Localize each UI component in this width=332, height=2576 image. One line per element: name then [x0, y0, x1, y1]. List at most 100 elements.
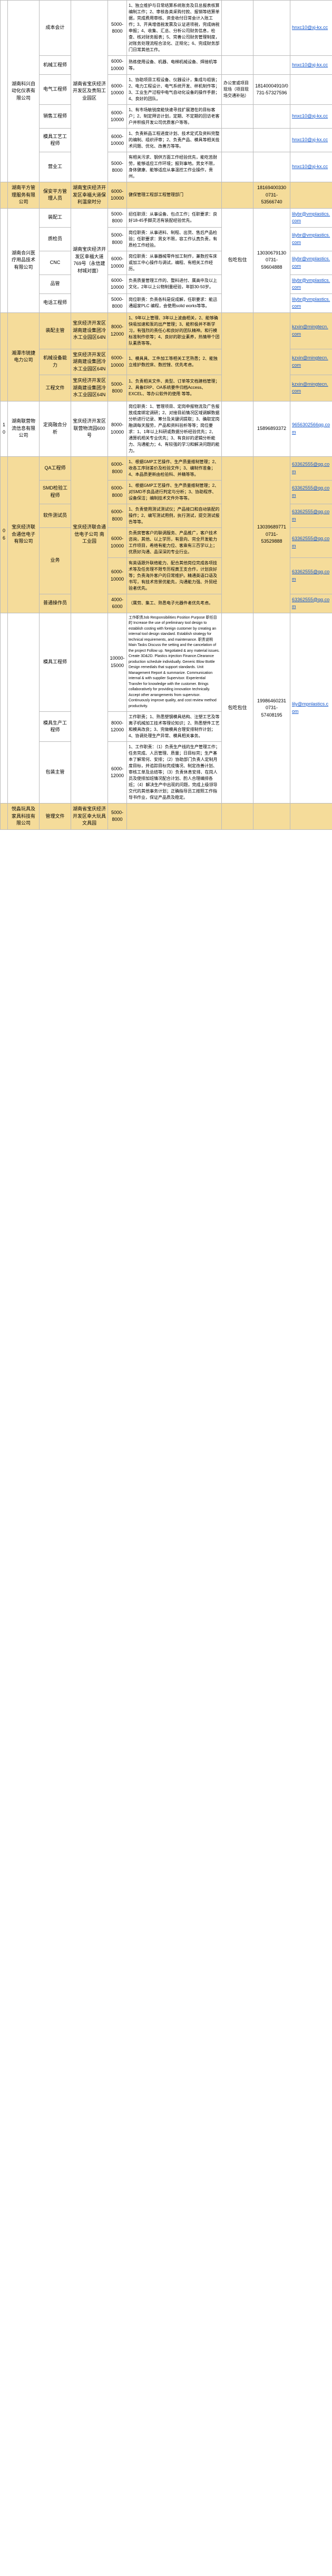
pos-1-4: 模具工艺工程师	[40, 129, 71, 152]
phone-1-0	[253, 1, 290, 56]
pos-8: 包装主管	[40, 742, 71, 804]
pos-3-3: 品管	[40, 275, 71, 293]
sal-4-0: 8000-12000	[108, 312, 127, 349]
sal-6-3: 6000-10000	[108, 527, 127, 557]
sal-2: 6000-10000	[108, 182, 127, 209]
pos-1-5: 营业工	[40, 152, 71, 182]
sal-6-2: 6000-8000	[108, 504, 127, 527]
company-9-block: 悦淼玩具及家具科技有限公司 管理文件 湖南省宝庆经济开发区幸大玩具文具园 500…	[1, 804, 332, 830]
mail-link-1-5[interactable]: hnxc10@xj-kx.cc	[292, 164, 328, 169]
pos-1-0: 成本会计	[40, 1, 71, 56]
sal-7-0: 10000-15000	[108, 613, 127, 712]
sal-3-4: 5000-8000	[108, 293, 127, 312]
pos-4-1: 机械设备能力	[40, 349, 71, 375]
mail-link-6-4[interactable]: 63362555@qq.com	[292, 569, 329, 582]
sal-3-3: 6000-10000	[108, 275, 127, 293]
sal-1-2: 6000-10000	[108, 75, 127, 105]
company-1-block: 湖南科兴自动化仪表有限公司 成本会计 湖南省宝庆经济开发区及贵阳工业园区 500…	[1, 1, 332, 182]
mail-link-3-0[interactable]: lilybr@vmplastics.com	[292, 211, 330, 224]
req-5: 岗位职责：1、管理项目、定岗申报物流及广告报放成度绑定调研；2、对接目前情况区域…	[127, 401, 222, 456]
company-7	[8, 613, 40, 804]
addr-4-0: 宝庆经济开发区湖南建设集团冷水工业园区64N	[71, 312, 108, 349]
mail-link-4-2[interactable]: kzxin@mingtecn.com	[292, 381, 328, 394]
req-7-0: 工作职责Job Responsibilities Position Purpos…	[127, 613, 222, 712]
addr-2: 湖南宝庆经济开发区幸福大道保利温泉时分	[71, 182, 108, 209]
company-3: 湖南合兴医疗用品技术有限公司	[8, 208, 40, 312]
addr-9: 湖南省宝庆经济开发区幸大玩具文具园	[71, 804, 108, 830]
company-9: 悦淼玩具及家具科技有限公司	[8, 804, 40, 830]
mail-link-1-3[interactable]: hnxc10@xj-kx.cc	[292, 113, 328, 119]
sal-6-5: 4000-6000	[108, 594, 127, 613]
sal-1-4: 6000-10000	[108, 129, 127, 152]
req-6-0: 1、根据GMP工艺操作、生产质量维制管理；2、收各工序财差价及检验文件；3、编制…	[127, 456, 222, 480]
pos-9: 管理文件	[40, 804, 71, 830]
pos-4-2: 工程文件	[40, 375, 71, 401]
pos-2: 保安平方管理人员	[40, 182, 71, 209]
pos-5: 定岗融合分析	[40, 401, 71, 456]
mail-link-6-5[interactable]: 63362555@qq.com	[292, 597, 329, 610]
mail-link-6-3[interactable]: 63362555@qq.com	[292, 536, 329, 548]
extra-7: 包吃包住	[222, 613, 253, 804]
req-6-2: 1、负责使用测试测试仪；产品接口和自动装配的操作；2、编写测试用例，执行测试，提…	[127, 504, 222, 527]
mail-link-6-2[interactable]: 63362555@qq.com	[292, 509, 329, 522]
idx-6: 06	[1, 456, 8, 613]
req-8: 1、工作职责：（1）负责生产线的生产管理工作；任务完成、人员管理、质量；日目标完…	[127, 742, 222, 804]
mail-link-3-3[interactable]: lilybr@vmplastics.com	[292, 278, 330, 290]
idx-9	[1, 804, 8, 830]
mail-link-4-1[interactable]: kzxin@mingtecn.com	[292, 355, 328, 368]
company-3-block: 湖南合兴医疗用品技术有限公司 装配工 湖南宝庆经济开发区幸福大道769号（永信建…	[1, 208, 332, 312]
sal-1-0: 5000-8000	[108, 1, 127, 56]
company-7-block: 模具工程师 10000-15000 工作职责Job Responsibiliti…	[1, 613, 332, 804]
req-3-2: 岗位职责：从事器械零件加工制作，兼数控车床或加工中心操作与调试，编程、有相关工作…	[127, 251, 222, 275]
idx-5: 10	[1, 401, 8, 456]
req-3-3: 负责质量管理工作的、整料进付、属高中及以上文化，2年以上公物制量经验，年龄30-…	[127, 275, 222, 293]
pos-4-0: 装配主管	[40, 312, 71, 349]
mail-link-7[interactable]: lily@mpnlastics.com	[292, 701, 328, 714]
mail-link-3-1[interactable]: lilybr@vmplastics.com	[292, 232, 330, 245]
mail-link-4-0[interactable]: kzxin@mingtecn.com	[292, 324, 328, 337]
pos-1-3: 销售工程师	[40, 105, 71, 129]
idx-7	[1, 613, 8, 804]
extra-1-0	[222, 1, 253, 56]
extra-3: 包吃包住	[222, 208, 253, 312]
mail-link-5[interactable]: 9656302566qq.com	[292, 422, 330, 435]
sal-9: 5000-8000	[108, 804, 127, 830]
phone-5: 15896893372	[253, 401, 290, 456]
pos-6-5: 普通操作员	[40, 594, 71, 613]
req-7-1: 工作职责；1、熟悉塑钢模具结构、注塑工艺及等离子机械加工技术等理论知识；2、熟悉…	[127, 712, 222, 742]
mail-link-1-0[interactable]: hnxc10@xj-kx.cc	[292, 25, 328, 30]
req-3-0: 招任职须：从事设备、包点工作；任职要求：良好18-45手脚灵活有装配经验优先。	[127, 208, 222, 227]
sal-4-2: 5000-8000	[108, 375, 127, 401]
company-4: 湘潭市锐捷电力公司	[8, 312, 40, 401]
company-6-block: 06 宝庆经济联合通信电子有限公司 QA工程师 宝庆经济联合通信电子公司 南工业…	[1, 456, 332, 613]
pos-1-1: 机械工程师	[40, 56, 71, 75]
sal-6-0: 6000-8000	[108, 456, 127, 480]
sal-7-1: 8000-12000	[108, 712, 127, 742]
company-6: 宝庆经济联合通信电子有限公司	[8, 456, 40, 613]
mail-link-1-4[interactable]: hnxc10@xj-kx.cc	[292, 137, 328, 142]
addr-7	[71, 613, 108, 804]
req-1-5: 有相关污求、钢供方面工作经验优先，能吃苦耐劳，能够适应工作环境；报到事地。男女不…	[127, 152, 222, 182]
mail-link-6-1[interactable]: 63362555@qq.com	[292, 485, 329, 498]
pos-6-0: QA工程师	[40, 456, 71, 480]
company-5-block: 10 湖南联营物流信息有限公司 定岗融合分析 宝庆经济开发区联营物流园600号 …	[1, 401, 332, 456]
req-6-1: 1、根据GMP工艺操作、生产质量维制管理；2、对SMD不良品进行判定与分析；3、…	[127, 480, 222, 504]
req-3-4: 岗位职责：负责各科是促成解，任职要求：能迅通超家PLC 编程，会使用solid …	[127, 293, 222, 312]
sal-3-0: 5000-8000	[108, 208, 127, 227]
req-9	[127, 804, 222, 830]
pos-6-3: 业务	[40, 527, 71, 594]
pos-3-0: 装配工	[40, 208, 71, 227]
addr-6: 宝庆经济联合通信电子公司 南工业园	[71, 456, 108, 613]
mail-link-1-1[interactable]: hnxc10@xj-kx.cc	[292, 62, 328, 67]
mail-link-3-2[interactable]: lilybr@vmplastics.com	[292, 256, 330, 269]
req-4-1: 1、模具具、工件加工等相关工艺熟悉；2、能独立维护数控床、数控镗、优先考虑。	[127, 349, 222, 375]
sal-1-5: 5000-8000	[108, 152, 127, 182]
mail-link-6-0[interactable]: 63362555@qq.com	[292, 462, 329, 474]
phone-4	[253, 312, 290, 401]
sal-6-1: 6000-8000	[108, 480, 127, 504]
pos-7-1: 模具生产工程师	[40, 712, 71, 742]
req-6-4: 有英语跟外联络能力、配合其他岗位完成各项技术等及任务理不限专历程黄王支合作，计划…	[127, 557, 222, 594]
mail-link-3-4[interactable]: lilybr@vmplastics.com	[292, 297, 330, 309]
sal-5: 8000-10000	[108, 401, 127, 456]
phone-2: 18169400330 0731-53566740	[253, 182, 290, 209]
